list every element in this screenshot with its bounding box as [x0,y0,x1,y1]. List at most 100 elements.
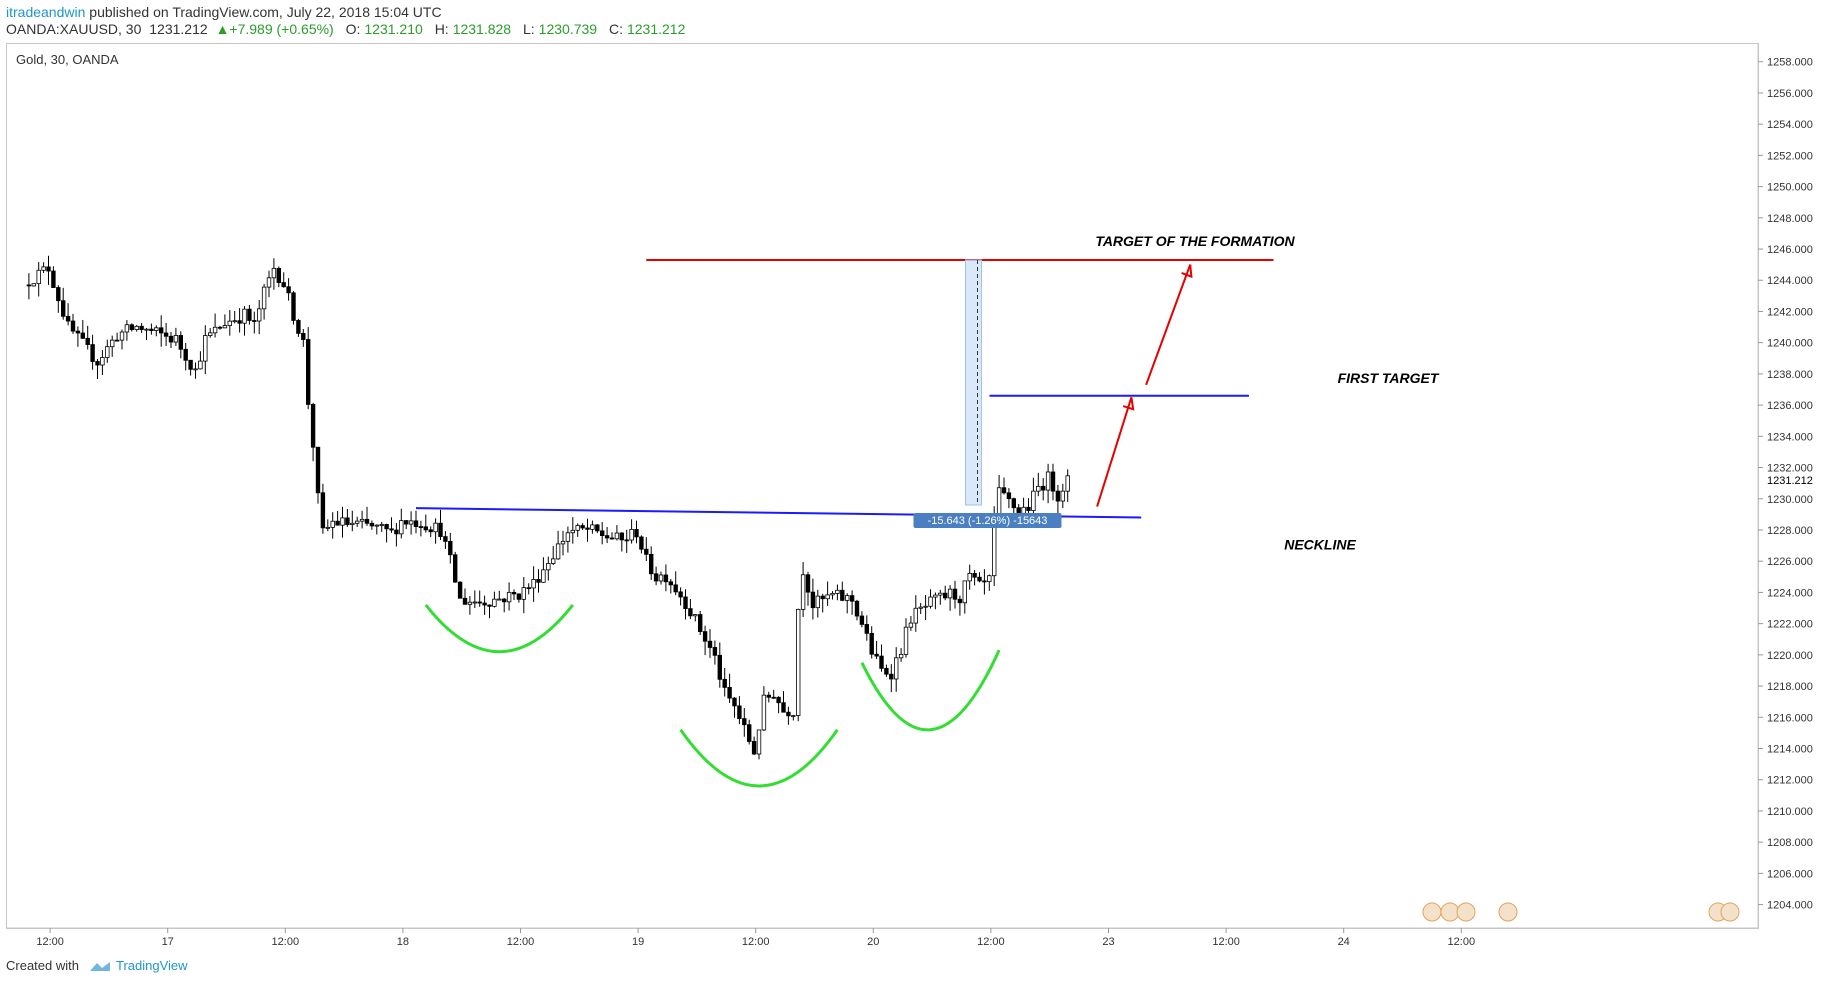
candle-body [634,528,639,538]
candle-body [737,705,742,720]
candle-body [791,715,796,717]
candle-body [903,626,909,655]
time-tick-label: 12:00 [507,936,535,948]
us-flag-icon[interactable] [1456,902,1476,922]
event-markers [1422,902,1740,922]
candle-body [256,308,262,322]
candle-body [1011,498,1016,509]
price-tick-label: 1212.000 [1767,775,1813,787]
candle-body [555,543,561,560]
candle-body [874,653,879,657]
candle-body [928,596,933,607]
candle-body [604,535,610,539]
measure-label: -15.643 (-1.26%) -15643 [928,515,1048,527]
candle-body [840,589,845,601]
candle-body [511,591,517,595]
published-text: published on TradingView.com, July 22, 2… [89,4,442,20]
candle-body [85,337,90,345]
candle-body [95,361,100,366]
chart-header: itradeandwin published on TradingView.co… [6,4,693,37]
candle-body [825,594,830,600]
us-flag-icon[interactable] [1440,902,1460,922]
measure-label-bg [913,513,1062,529]
candle-body [462,597,468,605]
candle-body [1045,471,1051,491]
candle-body [957,598,963,604]
candle-body [923,605,928,608]
candle-body [129,324,134,330]
high-label: H: [434,21,449,37]
candle-body [139,325,144,330]
created-with-text: Created with [6,958,79,973]
low-label: L: [522,21,535,37]
time-tick-label: 12:00 [742,936,770,948]
candle-body [330,520,335,528]
tradingview-link[interactable]: TradingView [116,958,188,973]
candle-body [134,325,139,330]
price-tick-label: 1236.000 [1767,400,1813,412]
candle-body [531,579,536,589]
candle-body [575,525,580,531]
candle-body [624,539,629,542]
candle-body [286,286,291,294]
time-axis[interactable]: 12:00 17 12:00 18 12:00 19 12:00 20 12:00 23 12:00… [36,928,1475,948]
candle-body [786,711,791,717]
candle-body [712,647,718,656]
candle-body [585,527,590,530]
candle-body [232,320,237,323]
candle-body [105,346,110,358]
price-tick-label: 1228.000 [1767,525,1813,537]
candle-body [1031,490,1036,511]
candle-body [551,558,556,564]
price-tick-label: 1246.000 [1767,244,1813,256]
time-tick-label: 12:00 [1448,936,1476,948]
candle-body [325,526,330,529]
candle-body [154,327,159,331]
change-text: +7.989 (+0.65%) [229,21,334,37]
candle-body [472,601,477,604]
us-flag-icon[interactable] [1720,902,1740,922]
price-tick-label: 1226.000 [1767,556,1813,568]
time-tick-label: 23 [1102,936,1114,948]
publisher-link[interactable]: itradeandwin [6,4,86,20]
us-flag-icon[interactable] [1498,902,1518,922]
candle-body [413,520,419,527]
high-value: 1231.828 [452,21,512,37]
price-axis[interactable]: 1258.000 1256.000 1254.000 1252.000 1250.000… [1758,57,1821,912]
candle-body [869,632,874,655]
candle-body [506,591,512,603]
candle-body [457,581,463,599]
breakout-arrow-2-head [1181,264,1193,279]
candle-body [820,595,825,600]
candle-body [217,326,223,329]
candle-body [898,653,904,659]
candle-body [781,702,786,713]
candle-body [467,601,473,605]
candle-body [830,593,835,596]
candle-body [452,554,458,583]
candle-body [766,694,771,698]
candle-body [859,615,865,625]
candle-body [918,606,923,609]
candle-body [51,270,56,288]
candle-body [693,614,698,617]
candle-body [849,595,855,602]
candle-body [158,327,164,334]
open-value: 1231.210 [364,21,423,37]
candle-body [751,741,757,755]
candle-body [276,267,281,283]
candle-body [36,269,41,285]
candle-body [350,522,355,525]
us-flag-icon[interactable] [1422,902,1442,922]
candle-body [305,339,311,405]
candle-body [560,540,566,545]
candle-body [369,522,375,527]
candle-body [600,530,605,536]
time-tick-label: 12:00 [977,936,1005,948]
candle-body [227,320,232,326]
candle-body [619,532,624,541]
time-tick-label: 19 [632,936,644,948]
candle-body [65,315,71,322]
drawings-group: TARGET OF THE FORMATION FIRST TARGET NECKL… [415,233,1440,788]
